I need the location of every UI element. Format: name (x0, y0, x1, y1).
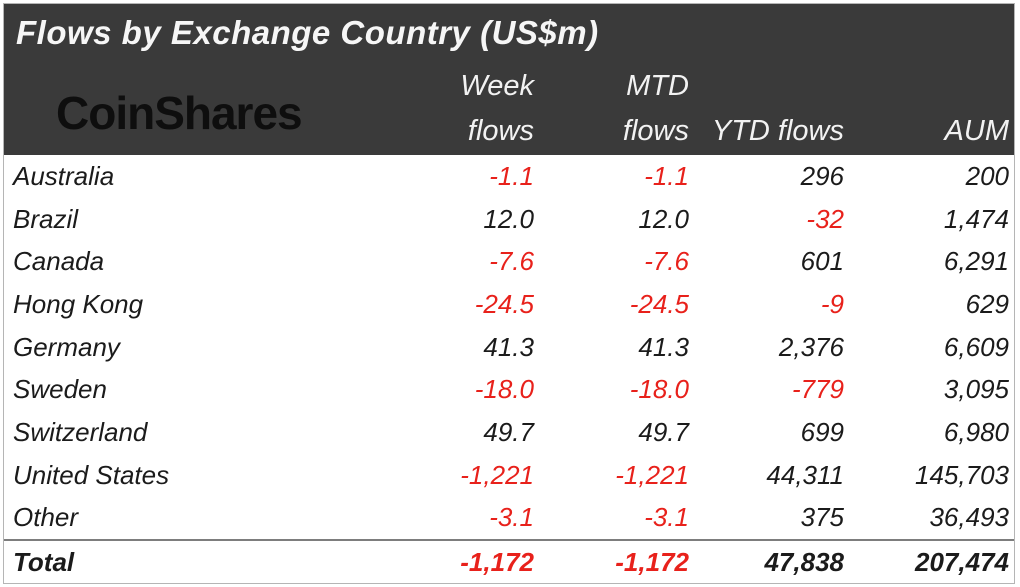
week-flows-value: 49.7 (483, 416, 534, 447)
table-row: Hong Kong -24.5 -24.5 -9 629 (4, 283, 1014, 326)
table-row: Australia -1.1 -1.1 296 200 (4, 155, 1014, 198)
table-body: Australia -1.1 -1.1 296 200 Brazil 12.0 … (4, 155, 1014, 539)
ytd-flows-value: 375 (800, 502, 844, 533)
column-header-line2: flows (622, 114, 689, 147)
country-label: Germany (13, 331, 120, 362)
week-flows-value: 41.3 (483, 331, 534, 362)
mtd-flows-value: 41.3 (638, 331, 689, 362)
country-label: Hong Kong (13, 288, 144, 319)
table-row: United States -1,221 -1,221 44,311 145,7… (4, 454, 1014, 497)
ytd-flows-value: -32 (806, 203, 844, 234)
column-header-line1: Week (460, 70, 534, 102)
country-label: Canada (13, 246, 105, 277)
column-header-line2: AUM (944, 114, 1009, 147)
aum-value: 200 (965, 160, 1009, 191)
column-header-mtd-flows: MTD flows (539, 64, 694, 162)
table-row: Sweden -18.0 -18.0 -779 3,095 (4, 368, 1014, 411)
ytd-flows-value: 601 (800, 246, 844, 277)
aum-value: 629 (965, 288, 1009, 319)
total-row: Total -1,172 -1,172 47,838 207,474 (4, 539, 1014, 583)
mtd-flows-value: 12.0 (638, 203, 689, 234)
ytd-flows-value: 699 (800, 416, 844, 447)
table-header: Flows by Exchange Country (US$m) CoinSha… (4, 4, 1014, 155)
mtd-flows-value: -18.0 (629, 374, 689, 405)
week-flows-value: -18.0 (474, 374, 534, 405)
ytd-flows-value: 44,311 (766, 459, 844, 490)
week-flows-value: -1,221 (460, 459, 534, 490)
week-flows-value: -24.5 (474, 288, 534, 319)
column-header-week-flows: Week flows (384, 64, 539, 162)
column-header-line2: flows (467, 114, 534, 147)
aum-value: 1,474 (943, 203, 1009, 234)
week-flows-value: -1.1 (489, 160, 534, 191)
mtd-flows-value: 49.7 (638, 416, 689, 447)
mtd-flows-value: -1,221 (615, 459, 689, 490)
ytd-flows-value: -9 (820, 288, 844, 319)
header-columns: CoinShares Week flows MTD flows YTD flow… (4, 64, 1014, 155)
total-mtd-flows-value: -1,172 (615, 546, 689, 577)
total-label: Total (13, 546, 75, 577)
table-row: Switzerland 49.7 49.7 699 6,980 (4, 411, 1014, 454)
table-row: Other -3.1 -3.1 375 36,493 (4, 497, 1014, 540)
column-header-line2: YTD flows (711, 114, 844, 147)
ytd-flows-value: 2,376 (778, 331, 844, 362)
country-label: Other (13, 502, 79, 533)
aum-value: 3,095 (943, 374, 1009, 405)
country-label: Australia (13, 160, 115, 191)
total-week-flows-value: -1,172 (460, 546, 534, 577)
page-title: Flows by Exchange Country (US$m) (16, 14, 599, 51)
mtd-flows-value: -7.6 (644, 246, 689, 277)
week-flows-value: -7.6 (489, 246, 534, 277)
column-header-ytd-flows: YTD flows (694, 109, 849, 162)
table-frame: Flows by Exchange Country (US$m) CoinSha… (3, 3, 1015, 585)
table-row: Germany 41.3 41.3 2,376 6,609 (4, 326, 1014, 369)
mtd-flows-value: -1.1 (644, 160, 689, 191)
aum-value: 145,703 (915, 459, 1009, 490)
aum-value: 6,980 (943, 416, 1009, 447)
aum-value: 36,493 (929, 502, 1009, 533)
column-header-line1: MTD (626, 70, 689, 102)
total-aum-value: 207,474 (915, 546, 1009, 577)
column-header-aum: AUM (849, 109, 1014, 162)
country-label: United States (13, 459, 170, 490)
aum-value: 6,291 (943, 246, 1009, 277)
mtd-flows-value: -24.5 (629, 288, 689, 319)
week-flows-value: 12.0 (483, 203, 534, 234)
total-ytd-flows-value: 47,838 (764, 546, 844, 577)
country-label: Sweden (13, 374, 107, 405)
mtd-flows-value: -3.1 (644, 502, 689, 533)
ytd-flows-value: -779 (791, 374, 844, 405)
country-label: Switzerland (13, 416, 148, 447)
coinshares-logo: CoinShares (56, 86, 303, 139)
ytd-flows-value: 296 (800, 160, 844, 191)
table-row: Brazil 12.0 12.0 -32 1,474 (4, 198, 1014, 241)
week-flows-value: -3.1 (489, 502, 534, 533)
table-row: Canada -7.6 -7.6 601 6,291 (4, 240, 1014, 283)
country-label: Brazil (13, 203, 79, 234)
aum-value: 6,609 (943, 331, 1009, 362)
